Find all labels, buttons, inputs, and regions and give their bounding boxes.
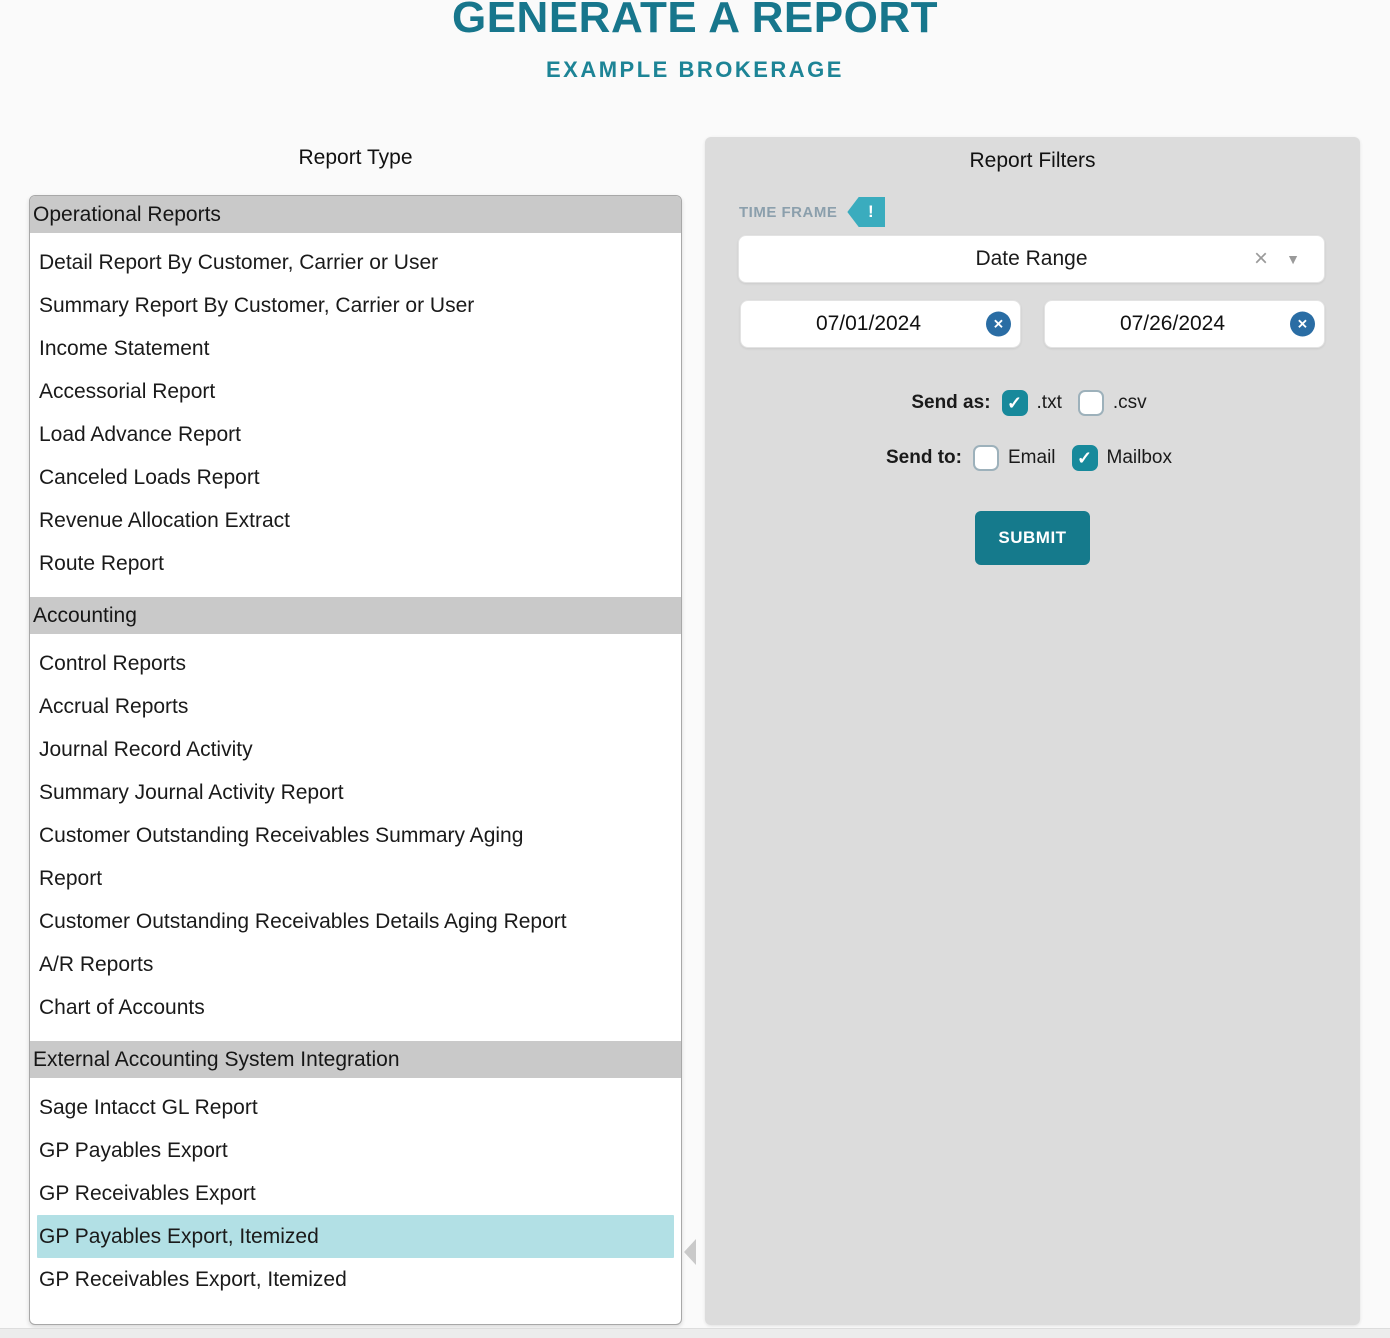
checkbox-email[interactable]: ✓: [973, 445, 999, 471]
section-header: External Accounting System Integration: [30, 1041, 681, 1078]
section-items: Control Reports Accrual Reports Journal Re…: [30, 634, 681, 1041]
page-subtitle: EXAMPLE BROKERAGE: [546, 57, 844, 82]
csv-label: .csv: [1112, 392, 1147, 413]
check-icon: ✓: [1006, 393, 1023, 413]
checkbox-mailbox[interactable]: ✓: [1071, 445, 1098, 471]
section-header: Operational Reports: [30, 196, 681, 233]
report-type-item[interactable]: Customer Outstanding Receivables Details…: [39, 910, 567, 933]
end-date-box: ✕: [1044, 300, 1325, 348]
email-label: Email: [1008, 447, 1056, 468]
report-type-item[interactable]: GP Payables Export, Itemized: [37, 1215, 674, 1258]
send-to-label: Send to:: [886, 447, 962, 468]
report-type-item[interactable]: Journal Record Activity: [39, 738, 253, 761]
date-range-value: Date Range: [975, 247, 1088, 270]
section-header: Accounting: [30, 597, 681, 634]
report-filters-heading: Report Filters: [969, 149, 1096, 172]
time-frame-row: TIME FRAME !: [739, 197, 1360, 227]
mailbox-label: Mailbox: [1106, 447, 1172, 468]
time-frame-label: TIME FRAME: [739, 203, 838, 221]
report-type-list: Operational Reports Detail Report By Cust…: [29, 195, 682, 1325]
submit-button[interactable]: SUBMIT: [975, 511, 1090, 565]
send-to-row: Send to: ✓ Email ✓ Mailbox: [705, 445, 1360, 471]
page-title: GENERATE A REPORT: [451, 0, 938, 42]
report-type-item[interactable]: GP Payables Export: [39, 1139, 228, 1162]
start-date-box: ✕: [740, 300, 1021, 348]
report-type-item[interactable]: GP Receivables Export, Itemized: [39, 1268, 347, 1291]
send-as-row: Send as: ✓ .txt ✓ .csv: [705, 390, 1360, 416]
report-type-item[interactable]: Income Statement: [39, 337, 210, 360]
report-type-item[interactable]: Canceled Loads Report: [39, 466, 260, 489]
report-type-item[interactable]: A/R Reports: [39, 953, 154, 976]
exclamation-tag-icon: !: [847, 197, 886, 227]
date-range-select[interactable]: Date Range × ▼: [738, 235, 1325, 283]
report-type-item[interactable]: Sage Intacct GL Report: [39, 1096, 258, 1119]
txt-label: .txt: [1036, 392, 1062, 413]
report-type-item[interactable]: Detail Report By Customer, Carrier or Us…: [39, 251, 439, 274]
report-type-item[interactable]: GP Receivables Export: [39, 1182, 256, 1205]
report-type-item[interactable]: Route Report: [39, 552, 164, 575]
page-header: GENERATE A REPORT EXAMPLE BROKERAGE: [0, 0, 1390, 83]
clear-x-icon[interactable]: ×: [1253, 245, 1268, 272]
collapse-left-arrow-icon[interactable]: [684, 1239, 696, 1265]
section-items: Detail Report By Customer, Carrier or Us…: [30, 233, 681, 597]
report-type-item[interactable]: Chart of Accounts: [39, 996, 205, 1019]
report-type-item[interactable]: Accessorial Report: [39, 380, 216, 403]
send-as-label: Send as:: [911, 392, 991, 413]
end-date-input[interactable]: [1045, 301, 1324, 347]
report-type-item[interactable]: Revenue Allocation Extract: [39, 509, 290, 532]
start-date-input[interactable]: [741, 301, 1020, 347]
date-inputs-row: ✕ ✕: [740, 300, 1325, 348]
report-type-item[interactable]: Accrual Reports: [39, 695, 189, 718]
report-type-heading: Report Type: [298, 146, 413, 169]
checkbox-txt[interactable]: ✓: [1001, 390, 1028, 416]
report-filters-panel: Report Filters TIME FRAME ! Date Range ×…: [705, 137, 1360, 1325]
report-type-item[interactable]: Control Reports: [39, 652, 187, 675]
check-icon: ✓: [1076, 448, 1093, 468]
report-type-item[interactable]: Customer Outstanding Receivables Summary…: [39, 824, 524, 890]
chevron-down-icon[interactable]: ▼: [1286, 251, 1300, 267]
section-items: Sage Intacct GL Report GP Payables Export…: [30, 1078, 681, 1313]
clear-start-date-icon[interactable]: ✕: [986, 311, 1011, 337]
checkbox-csv[interactable]: ✓: [1077, 390, 1104, 416]
report-type-item[interactable]: Summary Journal Activity Report: [39, 781, 344, 804]
horizontal-scrollbar[interactable]: [0, 1328, 1390, 1338]
submit-row: SUBMIT: [705, 511, 1360, 565]
report-type-item[interactable]: Summary Report By Customer, Carrier or U…: [39, 294, 475, 317]
clear-end-date-icon[interactable]: ✕: [1290, 311, 1315, 337]
report-type-item[interactable]: Load Advance Report: [39, 423, 241, 446]
